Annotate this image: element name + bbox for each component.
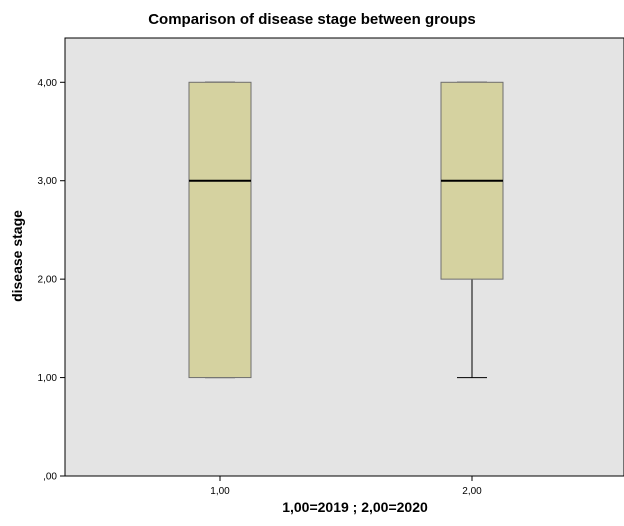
boxes-group bbox=[188, 81, 504, 379]
x-tick-label: 2,00 bbox=[462, 486, 482, 497]
y-tick-label: 1,00 bbox=[38, 373, 58, 384]
box-2 bbox=[440, 81, 504, 379]
chart-title: Comparison of disease stage between grou… bbox=[148, 11, 476, 28]
x-axis: 1,00 2,00 bbox=[210, 476, 482, 497]
y-tick-label: 3,00 bbox=[38, 176, 58, 187]
iqr-box bbox=[188, 81, 252, 379]
y-axis: ,00 1,00 2,00 3,00 4,00 bbox=[38, 78, 65, 483]
box-1 bbox=[188, 81, 252, 379]
y-tick-label: ,00 bbox=[43, 472, 57, 483]
y-axis-title: disease stage bbox=[9, 210, 25, 302]
y-tick-label: 4,00 bbox=[38, 78, 58, 89]
x-axis-title: 1,00=2019 ; 2,00=2020 bbox=[282, 499, 428, 515]
x-tick-label: 1,00 bbox=[210, 486, 230, 497]
y-tick-label: 2,00 bbox=[38, 275, 58, 286]
plot-area bbox=[64, 37, 624, 477]
